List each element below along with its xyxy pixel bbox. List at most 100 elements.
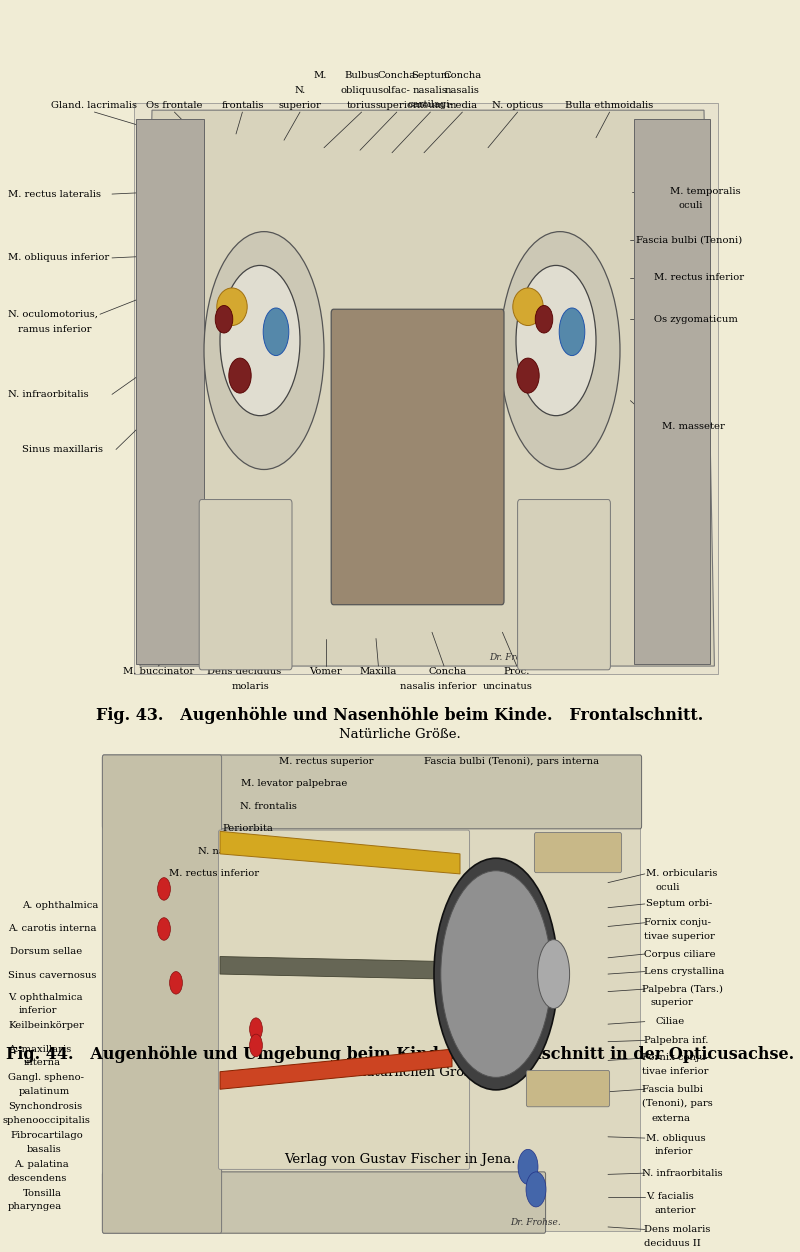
Text: media: media bbox=[447, 101, 478, 110]
Text: nasalis: nasalis bbox=[413, 86, 448, 95]
Text: N. infraorbitalis: N. infraorbitalis bbox=[8, 389, 89, 399]
FancyBboxPatch shape bbox=[102, 755, 642, 829]
Text: A. carotis interna: A. carotis interna bbox=[8, 924, 97, 934]
Text: inferior: inferior bbox=[654, 1147, 693, 1157]
Text: M. masseter: M. masseter bbox=[662, 422, 726, 432]
Bar bbox=[634, 119, 710, 664]
Ellipse shape bbox=[517, 358, 539, 393]
Text: Concha: Concha bbox=[443, 71, 482, 80]
Text: frontalis: frontalis bbox=[221, 101, 264, 110]
Polygon shape bbox=[140, 110, 714, 666]
Text: V. ophthalmica: V. ophthalmica bbox=[8, 993, 82, 1003]
Text: neum: neum bbox=[416, 101, 445, 110]
Polygon shape bbox=[220, 1049, 452, 1089]
Text: externa: externa bbox=[652, 1113, 691, 1123]
Text: Gangl. spheno-: Gangl. spheno- bbox=[8, 1073, 84, 1083]
Text: Natürliche Größe.: Natürliche Größe. bbox=[339, 727, 461, 741]
Text: Os zygomaticum: Os zygomaticum bbox=[654, 314, 738, 324]
Text: N. opticus: N. opticus bbox=[492, 101, 543, 110]
Text: V. facialis: V. facialis bbox=[646, 1192, 694, 1202]
Text: Bulbus: Bulbus bbox=[344, 71, 379, 80]
Text: Fornix conju-: Fornix conju- bbox=[644, 918, 711, 928]
Text: molaris: molaris bbox=[231, 681, 270, 691]
Text: palatinum: palatinum bbox=[18, 1087, 70, 1097]
Text: N.: N. bbox=[294, 86, 306, 95]
Text: pharyngea: pharyngea bbox=[8, 1202, 62, 1212]
Text: Vomer: Vomer bbox=[310, 666, 342, 676]
Text: Keilbeinkörper: Keilbeinkörper bbox=[8, 1020, 84, 1030]
Text: Tonsilla: Tonsilla bbox=[22, 1188, 62, 1198]
Text: oculi: oculi bbox=[656, 883, 681, 893]
Text: Sinus cavernosus: Sinus cavernosus bbox=[8, 970, 96, 980]
Text: superior: superior bbox=[650, 998, 694, 1008]
Text: Fascia bulbi: Fascia bulbi bbox=[642, 1084, 703, 1094]
Text: nasalis inferior: nasalis inferior bbox=[400, 681, 477, 691]
Text: M. rectus inferior: M. rectus inferior bbox=[170, 869, 259, 879]
Ellipse shape bbox=[441, 871, 551, 1077]
Text: Fig. 43.   Augenhöhle und Nasenhöhle beim Kinde.   Frontalschnitt.: Fig. 43. Augenhöhle und Nasenhöhle beim … bbox=[96, 707, 704, 724]
Text: ramus inferior: ramus inferior bbox=[18, 324, 92, 334]
Text: Lens crystallina: Lens crystallina bbox=[644, 967, 724, 977]
Text: Synchondrosis: Synchondrosis bbox=[8, 1102, 82, 1112]
Text: M. temporalis: M. temporalis bbox=[670, 187, 741, 197]
Text: Dr. Frohse.: Dr. Frohse. bbox=[490, 654, 540, 662]
Ellipse shape bbox=[229, 358, 251, 393]
Text: N. frontalis: N. frontalis bbox=[239, 801, 297, 811]
Ellipse shape bbox=[204, 232, 324, 470]
Text: Proc.: Proc. bbox=[504, 666, 530, 676]
FancyBboxPatch shape bbox=[199, 500, 292, 670]
Ellipse shape bbox=[516, 265, 596, 416]
Ellipse shape bbox=[170, 972, 182, 994]
Ellipse shape bbox=[158, 918, 170, 940]
Bar bbox=[104, 757, 640, 1231]
Text: Septum: Septum bbox=[410, 71, 450, 80]
Text: Periorbita: Periorbita bbox=[222, 824, 274, 834]
FancyBboxPatch shape bbox=[102, 1172, 546, 1233]
FancyBboxPatch shape bbox=[534, 833, 622, 873]
Ellipse shape bbox=[158, 878, 170, 900]
Text: Os frontale: Os frontale bbox=[146, 101, 202, 110]
Ellipse shape bbox=[217, 288, 247, 326]
Text: Gland. lacrimalis: Gland. lacrimalis bbox=[51, 101, 138, 110]
Text: A. palatina: A. palatina bbox=[14, 1159, 69, 1169]
Text: N. oculomotorius,: N. oculomotorius, bbox=[8, 309, 98, 319]
Text: Maxilla: Maxilla bbox=[360, 666, 397, 676]
Text: N. nasociliari: N. nasociliari bbox=[198, 846, 266, 856]
Text: oculi: oculi bbox=[678, 200, 703, 210]
Text: tivae superior: tivae superior bbox=[644, 931, 715, 942]
Text: Fig. 44.   Augenhöhle und Umgebung beim Kinde.   Vertikalschnitt in der Opticusa: Fig. 44. Augenhöhle und Umgebung beim Ki… bbox=[6, 1047, 794, 1063]
Text: A. maxillaris: A. maxillaris bbox=[8, 1044, 71, 1054]
Ellipse shape bbox=[559, 308, 585, 356]
Text: Palpebra inf.: Palpebra inf. bbox=[644, 1035, 708, 1045]
Ellipse shape bbox=[250, 1034, 262, 1057]
Text: N. infraorbitalis: N. infraorbitalis bbox=[642, 1168, 723, 1178]
FancyBboxPatch shape bbox=[218, 830, 470, 1169]
Text: anterior: anterior bbox=[654, 1206, 696, 1216]
Text: cartilagi-: cartilagi- bbox=[407, 100, 454, 109]
Text: descendens: descendens bbox=[8, 1173, 67, 1183]
Text: M.: M. bbox=[314, 71, 326, 80]
Text: Fibrocartilago: Fibrocartilago bbox=[10, 1131, 83, 1141]
Text: M. levator palpebrae: M. levator palpebrae bbox=[242, 779, 347, 789]
Text: (Tenoni), pars: (Tenoni), pars bbox=[642, 1098, 713, 1108]
Text: interna: interna bbox=[24, 1058, 61, 1068]
Text: deciduus II: deciduus II bbox=[644, 1238, 701, 1248]
Text: torius: torius bbox=[346, 101, 377, 110]
Text: Ciliae: Ciliae bbox=[656, 1017, 686, 1027]
Text: Verlag von Gustav Fischer in Jena.: Verlag von Gustav Fischer in Jena. bbox=[284, 1153, 516, 1166]
Text: Fascia bulbi (Tenoni): Fascia bulbi (Tenoni) bbox=[636, 235, 742, 245]
Text: Dens molaris: Dens molaris bbox=[644, 1224, 710, 1234]
Bar bbox=[136, 119, 204, 664]
Text: olfac-: olfac- bbox=[383, 86, 410, 95]
Ellipse shape bbox=[538, 939, 570, 1009]
Text: Dorsum sellae: Dorsum sellae bbox=[10, 947, 82, 957]
Polygon shape bbox=[220, 831, 460, 874]
Text: sphenooccipitalis: sphenooccipitalis bbox=[2, 1116, 90, 1126]
Text: Bulla ethmoidalis: Bulla ethmoidalis bbox=[566, 101, 654, 110]
Text: A. ophthalmica: A. ophthalmica bbox=[22, 900, 98, 910]
Text: Corpus ciliare: Corpus ciliare bbox=[644, 949, 716, 959]
Text: Fascia bulbi (Tenoni), pars interna: Fascia bulbi (Tenoni), pars interna bbox=[425, 756, 599, 766]
Ellipse shape bbox=[220, 265, 300, 416]
Text: M. rectus superior: M. rectus superior bbox=[279, 756, 374, 766]
Text: Fornix conju-: Fornix conju- bbox=[642, 1053, 710, 1063]
